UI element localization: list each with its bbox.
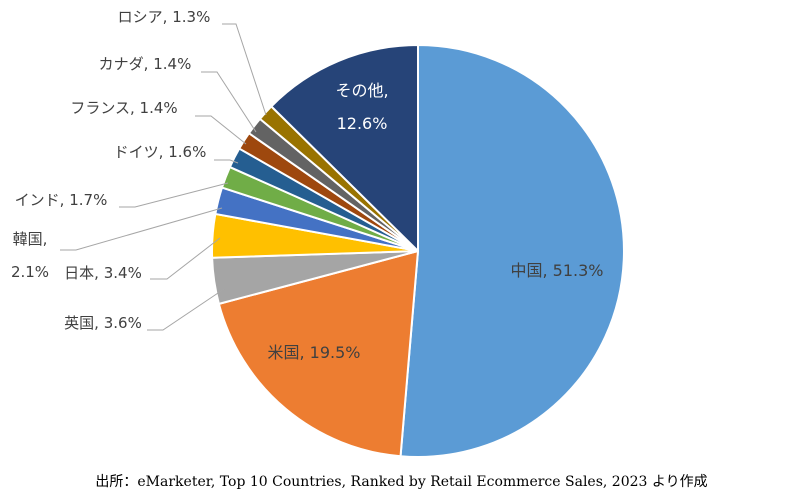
slice-2 [217,250,419,458]
leader-line-4 [150,237,221,280]
slice-labels: 中国, 51.3% 米国, 19.5% 英国, 3.6% 日本, 3.4% 韓国, 2.1… [11,8,604,362]
slice-1 [399,44,625,458]
data-label-5: 韓国, [13,230,48,248]
leader-line-10 [222,23,267,116]
data-label-8: フランス, 1.4% [70,99,177,117]
leader-line-6 [119,182,229,208]
data-label-1: 中国, 51.3% [510,261,603,280]
source-note: 出所：eMarketer, Top 10 Countries, Ranked b… [95,474,708,490]
leader-line-8 [195,115,247,145]
slice-11 [270,44,419,252]
data-label-4: 日本, 3.4% [64,264,142,282]
leader-line-5 [60,207,223,251]
leader-lines [60,23,267,331]
data-label-2: 米国, 19.5% [267,343,360,362]
data-label-9: カナダ, 1.4% [99,55,192,73]
data-label-11-value: 12.6% [337,114,388,133]
data-label-3: 英国, 3.6% [64,314,142,332]
data-label-7: ドイツ, 1.6% [114,143,207,161]
data-label-5-value: 2.1% [11,263,49,281]
leader-line-3 [147,288,225,331]
pie-slices [211,44,625,458]
leader-line-9 [201,71,257,133]
data-label-6: インド, 1.7% [15,191,108,209]
leader-line-7 [214,159,239,164]
data-label-10: ロシア, 1.3% [118,8,211,26]
data-label-11: その他, [335,81,388,100]
